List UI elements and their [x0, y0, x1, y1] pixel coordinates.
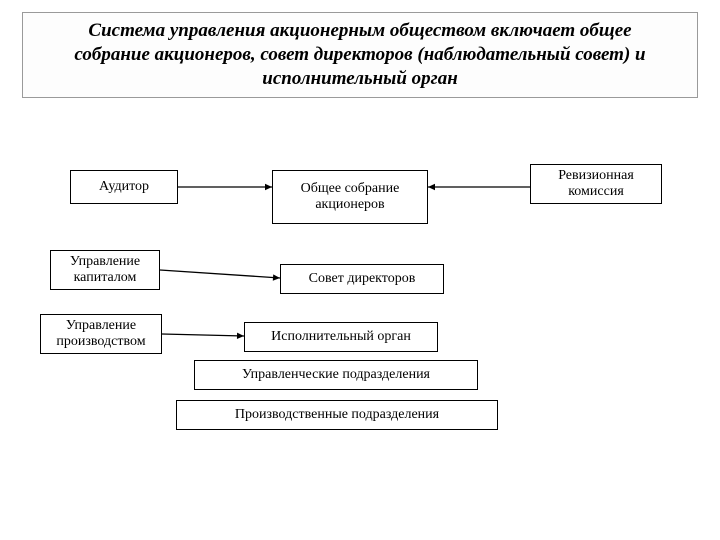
diagram-stage: Система управления акционерным обществом… [0, 0, 720, 540]
edge-0 [178, 184, 272, 190]
node-production-management: Управление производством [40, 314, 162, 354]
title-text: Система управления акционерным обществом… [51, 19, 669, 90]
node-capital-management: Управление капиталом [50, 250, 160, 290]
edge-1 [428, 184, 530, 190]
node-auditor: Аудитор [70, 170, 178, 204]
node-management-divisions: Управленческие подразделения [194, 360, 478, 390]
edge-3 [162, 333, 244, 339]
node-production-divisions: Производственные подразделения [176, 400, 498, 430]
node-general-meeting: Общее собрание акционеров [272, 170, 428, 224]
edge-2 [160, 270, 280, 281]
title-box: Система управления акционерным обществом… [22, 12, 698, 98]
node-executive-body: Исполнительный орган [244, 322, 438, 352]
node-revision-commission: Ревизионная комиссия [530, 164, 662, 204]
node-board-of-directors: Совет директоров [280, 264, 444, 294]
